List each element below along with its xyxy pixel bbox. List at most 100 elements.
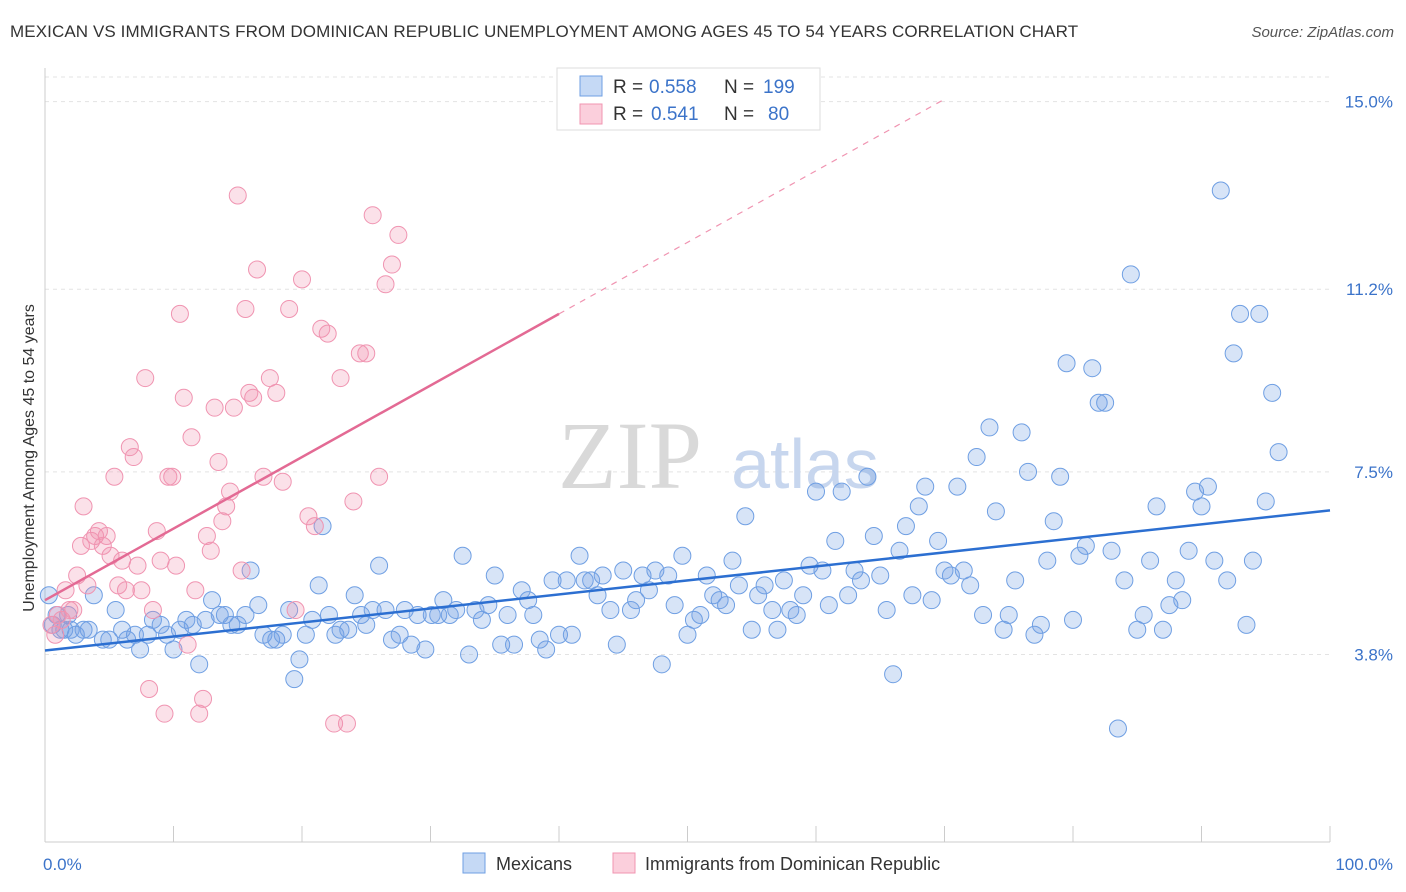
mexicans-point: [557, 571, 576, 590]
dominican-point: [224, 398, 243, 417]
mexicans-point: [755, 576, 774, 595]
dominican-point: [305, 517, 324, 536]
mexicans-point: [607, 635, 626, 654]
mexicans-point: [723, 551, 742, 570]
mexicans-point: [505, 635, 524, 654]
dominican-point: [201, 541, 220, 560]
dominican-point: [128, 556, 147, 575]
legend-swatch-dominican: [579, 103, 603, 125]
dominican-point: [46, 625, 65, 644]
mexicans-point: [376, 601, 395, 620]
watermark-atlas: atlas: [731, 425, 879, 503]
mexicans-point: [763, 601, 782, 620]
dominican-point: [357, 344, 376, 363]
mexicans-point: [550, 625, 568, 644]
mexicans-point: [215, 605, 234, 624]
dominican-point: [273, 472, 292, 491]
legend-r-value-2: 0.541: [651, 104, 699, 125]
dominican-point: [260, 369, 279, 388]
mexicans-point: [472, 610, 491, 629]
mexicans-point: [479, 596, 498, 615]
series-dominican: [42, 186, 408, 733]
mexicans-point: [787, 605, 806, 624]
mexicans-point: [131, 640, 150, 659]
dominican-point: [116, 581, 135, 600]
mexicans-point: [1006, 571, 1025, 590]
trend-lines: [44, 98, 1331, 652]
mexicans-point: [1211, 181, 1230, 200]
dominican-point: [236, 299, 255, 318]
mexicans-point: [1115, 571, 1134, 590]
dominican-point: [132, 581, 151, 600]
bottom-legend-swatch-dominican: [612, 852, 636, 874]
mexicans-point: [1173, 591, 1192, 610]
mexicans-point: [570, 546, 589, 565]
mexicans-point: [1153, 620, 1172, 639]
mexicans-point: [1096, 393, 1115, 412]
mexicans-point: [1051, 467, 1070, 486]
mexicans-point: [1108, 719, 1127, 738]
y-tick-label-2: 11.2%: [1346, 280, 1393, 299]
dominican-point: [228, 186, 247, 205]
mexicans-point: [1128, 620, 1147, 639]
dominican-point: [174, 388, 193, 407]
mexicans-point: [974, 605, 993, 624]
mexicans-point: [1134, 605, 1153, 624]
mexicans-point: [922, 591, 941, 610]
mexicans-point: [807, 482, 825, 501]
mexicans-point: [980, 418, 999, 437]
dominican-point: [186, 581, 205, 600]
mexicans-point: [967, 448, 986, 467]
mexicans-point: [1224, 344, 1243, 363]
dominican-point: [182, 428, 201, 447]
legend-n-label-2: N =: [724, 104, 754, 125]
dominican-point: [151, 551, 170, 570]
mexicans-point: [296, 625, 315, 644]
dominican-point: [97, 527, 116, 545]
mexicans-point: [1192, 497, 1211, 516]
bottom-legend-swatch-mexicans: [462, 852, 486, 874]
mexicans-point: [826, 531, 845, 550]
mexicans-point: [460, 645, 479, 664]
mexicans-point: [929, 531, 948, 550]
mexicans-point: [614, 561, 633, 580]
dominican-point: [363, 206, 382, 225]
dominican-point: [213, 512, 232, 531]
mexicans-point: [1141, 551, 1160, 570]
mexicans-point: [896, 517, 915, 536]
mexicans-point: [106, 601, 125, 620]
dominican-point: [52, 610, 71, 629]
mexicans-point: [434, 591, 453, 610]
mexicans-point: [262, 630, 281, 649]
dominican-point: [344, 492, 363, 511]
series-mexicans: [39, 181, 1288, 738]
mexicans-point: [1243, 551, 1262, 570]
legend-n-value-2: 80: [768, 104, 789, 125]
dominican-point: [170, 304, 189, 323]
mexicans-point: [422, 605, 441, 624]
mexicans-point: [331, 620, 350, 639]
mexicans-point: [1121, 265, 1140, 284]
dominican-point: [197, 527, 216, 545]
mexicans-point: [659, 566, 678, 585]
source-label: Source: ZipAtlas.com: [1251, 24, 1394, 41]
mexicans-point: [390, 625, 409, 644]
legend-r-value-1: 0.558: [649, 77, 697, 98]
dominican-trend-line: [44, 312, 560, 602]
dominican-point: [267, 383, 286, 402]
mexicans-point: [652, 655, 671, 674]
mexicans-point: [210, 605, 229, 624]
mexicans-point: [203, 591, 222, 610]
bottom-legend: Mexicans Immigrants from Dominican Repub…: [462, 852, 940, 874]
y-tick-label-1: 7.5%: [1354, 463, 1393, 482]
dominican-point: [143, 601, 162, 620]
dominican-point: [382, 255, 401, 274]
legend-r-label-1: R =: [613, 77, 643, 98]
mexicans-point: [1237, 615, 1256, 634]
mexicans-point: [84, 586, 103, 605]
mexicans-point: [280, 601, 299, 620]
mexicans-point: [768, 620, 787, 639]
dominican-point: [155, 704, 174, 723]
watermark: ZIP atlas: [558, 402, 879, 509]
dominican-point: [248, 260, 267, 279]
